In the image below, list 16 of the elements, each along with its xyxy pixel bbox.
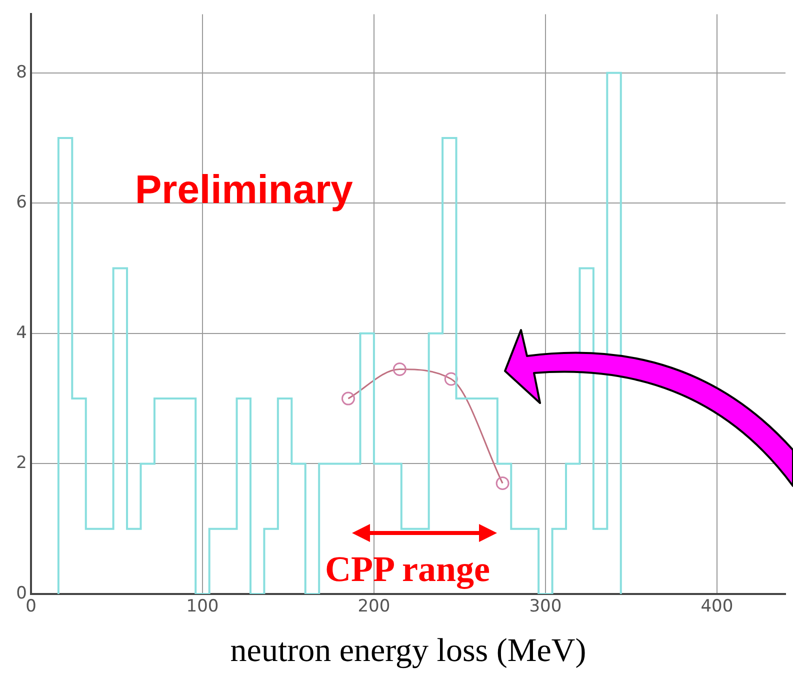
point — [392, 362, 406, 376]
y-tick-label: 6 — [16, 192, 27, 213]
y-tick-label: 2 — [16, 453, 27, 474]
y-tick-label: 8 — [16, 62, 27, 82]
point — [341, 392, 355, 406]
x-tick-label: 400 — [700, 596, 734, 617]
x-axis-title: neutron energy loss (MeV) — [230, 632, 586, 669]
annotation: Preliminary — [135, 168, 353, 213]
x-tick-label: 100 — [186, 596, 219, 617]
y-tick-label: 4 — [16, 322, 27, 343]
annotation: CPP range — [325, 548, 490, 590]
x-tick-label: 200 — [358, 596, 390, 617]
x-tick-label: 300 — [529, 596, 562, 617]
point — [496, 476, 510, 490]
point — [444, 372, 458, 386]
y-tick-label: 0 — [16, 583, 27, 604]
